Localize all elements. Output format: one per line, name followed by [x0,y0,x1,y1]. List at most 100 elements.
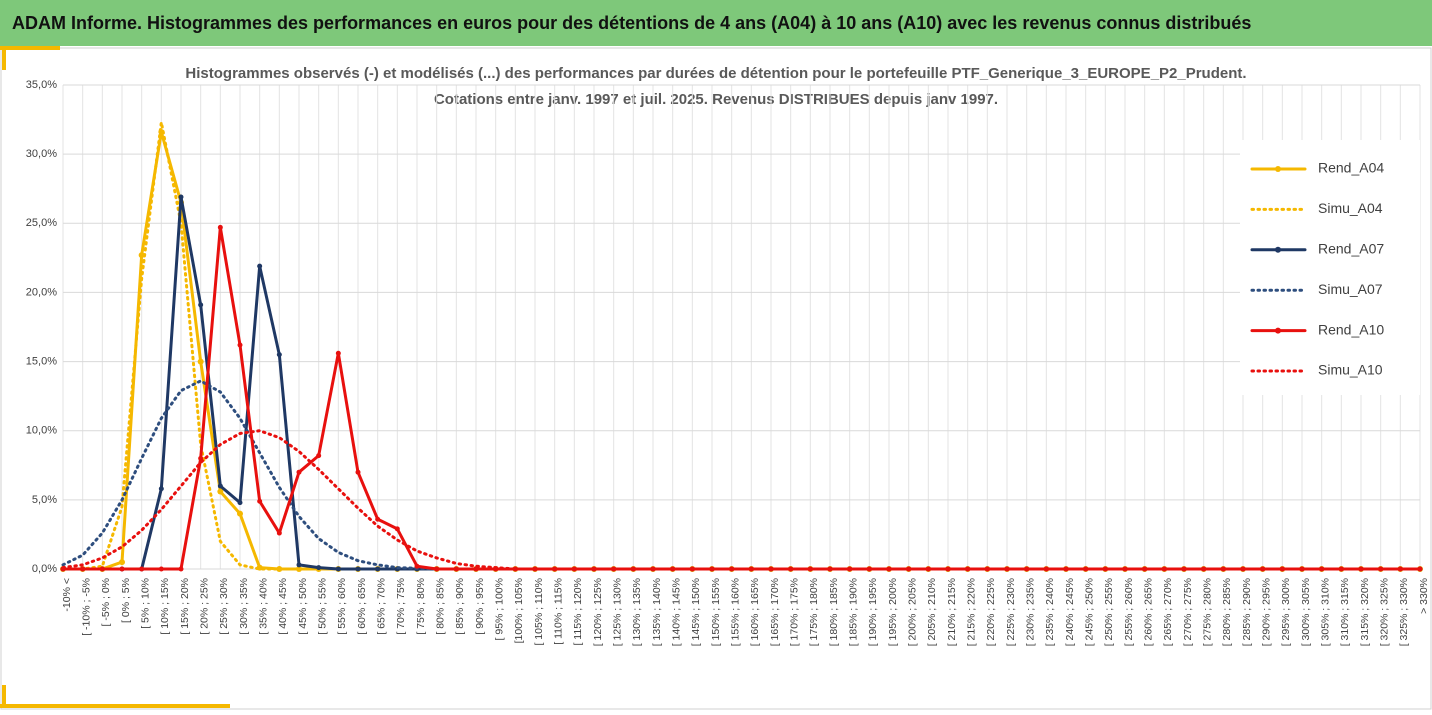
y-tick-label: 5,0% [32,494,57,506]
x-tick-label: [ 140% ; 145% [670,578,682,646]
x-tick-label: [ 110% ; 115% [552,578,564,645]
x-tick-label: [ 45% ; 50% [297,578,309,635]
x-tick-label: [100% ; 105% [513,578,525,643]
x-tick-label: [ 145% ; 150% [690,578,702,646]
x-tick-label: [ 300% ; 305% [1300,578,1312,646]
legend-marker [1275,327,1281,334]
y-tick-label: 35,0% [26,79,57,91]
chart-subtitle: Cotations entre janv. 1997 et juil. 2025… [434,91,998,108]
marker [335,566,341,572]
x-tick-label: [ 320% ; 325% [1378,578,1390,646]
marker [178,566,184,572]
x-tick-label: [ 305% ; 310% [1319,578,1331,646]
y-tick-label: 25,0% [26,217,57,229]
y-tick-label: 10,0% [26,425,57,437]
x-tick-label: [ 65% ; 70% [375,578,387,635]
y-tick-label: 30,0% [26,148,57,160]
x-tick-label: [ 310% ; 315% [1339,578,1351,646]
x-tick-label: [ 75% ; 80% [415,578,427,635]
x-tick-label: [ 250% ; 255% [1103,578,1115,646]
marker [316,453,322,459]
x-tick-label: [ 135% ; 140% [651,578,663,646]
marker [119,566,125,572]
x-tick-label: [ 195% ; 200% [887,578,899,646]
x-tick-label: [ 225% ; 230% [1005,578,1017,646]
x-tick-label: [ 175% ; 180% [808,578,820,646]
x-tick-label: [ 20% ; 25% [198,578,210,635]
y-tick-label: 20,0% [26,286,57,298]
x-tick-label: [ 60% ; 65% [356,578,368,635]
x-tick-label: [ 25% ; 30% [218,578,230,635]
x-tick-label: [ 160% ; 165% [749,578,761,646]
x-tick-label: [ 80% ; 85% [434,578,446,635]
corner-accent [0,46,60,70]
x-tick-label: [ 130% ; 135% [631,578,643,646]
x-tick-label: [ -5% ; 0% [100,578,112,626]
x-tick-label: [ 55% ; 60% [336,578,348,635]
marker [296,469,302,475]
x-tick-label: [ 105% ; 110% [533,578,545,646]
marker [1378,566,1384,572]
marker [237,510,243,517]
marker [198,302,204,308]
marker [237,342,243,348]
x-tick-label: [ 205% ; 210% [926,578,938,646]
x-tick-label: [ 165% ; 170% [769,578,781,646]
marker [217,483,223,489]
marker [296,562,302,568]
marker [434,566,440,572]
marker [257,263,263,269]
x-tick-label: [ 265% ; 270% [1162,578,1174,646]
x-tick-label: [ 240% ; 245% [1064,578,1076,646]
x-tick-label: [ 280% ; 285% [1221,578,1233,646]
x-tick-label: [ 85% ; 90% [454,578,466,635]
x-tick-label: [ 200% ; 205% [906,578,918,646]
x-tick-label: [ 275% ; 280% [1201,578,1213,646]
marker [197,358,204,365]
x-tick-label: [ 40% ; 45% [277,578,289,635]
plot [60,120,1423,572]
header-bar [0,0,1432,46]
x-tick-label: > 330% [1418,578,1430,614]
x-tick-label: [ 230% ; 235% [1024,578,1036,646]
marker [178,194,184,200]
legend [1240,140,1420,395]
x-tick-label: [ 35% ; 40% [257,578,269,635]
legend-label: Simu_A04 [1318,200,1383,216]
chart-frame [0,47,1432,710]
legend-label: Rend_A07 [1318,241,1384,257]
x-tick-label: [ 50% ; 55% [316,578,328,635]
x-tick-label: [ 215% ; 220% [965,578,977,646]
x-tick-label: [ 290% ; 295% [1260,578,1272,646]
marker [276,530,282,536]
x-tick-label: [ 255% ; 260% [1123,578,1135,646]
marker [375,516,381,522]
x-tick-label: [ 180% ; 185% [828,578,840,646]
x-tick-label: [ 245% ; 250% [1083,578,1095,646]
marker [99,566,105,572]
x-tick-label: [ 125% ; 130% [611,578,623,646]
corner-accent [0,685,230,708]
x-tick-label: [ 10% ; 15% [159,578,171,635]
x-tick-label: [ 115% ; 120% [572,578,584,646]
marker [316,565,322,571]
marker [158,566,164,572]
legend-label: Rend_A04 [1318,160,1384,176]
legend-label: Simu_A10 [1318,362,1383,378]
header-title: ADAM Informe. Histogrammes des performan… [12,13,1251,33]
legend-marker [1275,166,1281,172]
x-tick-label: [ 5% ; 10% [139,578,151,629]
marker [139,566,145,572]
x-tick-label: [ 0% ; 5% [120,578,132,623]
x-tick-label: [ 325% ; 330% [1398,578,1410,646]
x-tick-label: [ 120% ; 125% [592,578,604,646]
marker [1024,566,1030,572]
marker [237,500,243,506]
x-tick-label: -10% < [61,578,73,612]
x-tick-label: [ 90% ; 95% [474,578,486,635]
marker [355,469,361,475]
marker [276,352,282,358]
marker [80,566,86,572]
x-tick-label: [ 220% ; 225% [985,578,997,646]
x-tick-label: [ 70% ; 75% [395,578,407,635]
